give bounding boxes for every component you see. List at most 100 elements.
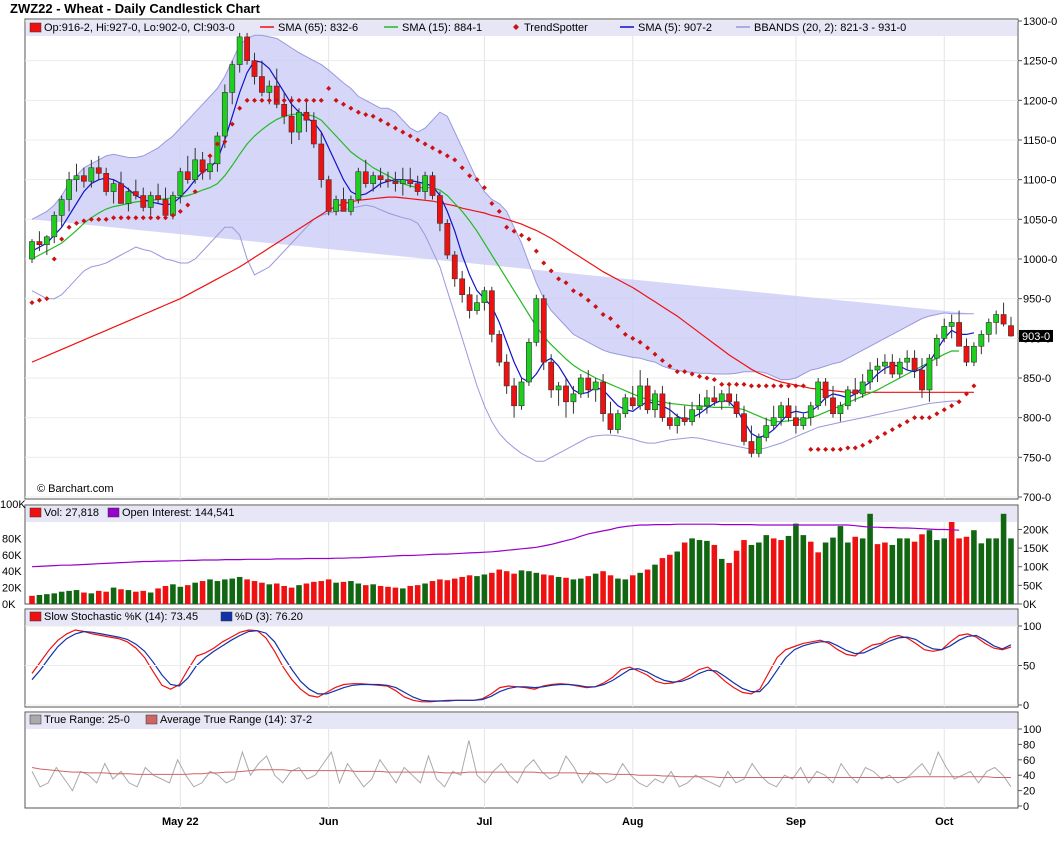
volume-bar (807, 541, 814, 604)
volume-bar (207, 579, 213, 604)
trendspotter-marker (949, 403, 955, 409)
volume-bar (659, 558, 666, 604)
trendspotter-marker (889, 427, 895, 433)
trendspotter-marker (266, 97, 272, 103)
candle-body (644, 385, 651, 411)
candle-body (726, 393, 733, 403)
candle-body (615, 413, 621, 430)
trendspotter-marker (237, 105, 243, 111)
trendspotter-marker (964, 391, 969, 397)
candle-body (459, 278, 466, 296)
trendspotter-marker (133, 215, 139, 221)
candle-body (704, 397, 710, 407)
trendspotter-marker (88, 216, 94, 222)
volume-bar (288, 587, 295, 604)
legend-item-label: BBANDS (20, 2): 821-3 - 931-0 (754, 22, 906, 34)
legend-item-label: SMA (5): 907-2 (638, 22, 712, 34)
trendspotter-marker (252, 97, 257, 103)
volume-bar (44, 594, 50, 604)
candle-body (511, 385, 517, 407)
trendspotter-marker (622, 331, 628, 337)
tr-tick: 60 (1023, 755, 1035, 767)
candle-body (666, 417, 673, 426)
trendspotter-marker (36, 297, 42, 303)
trendspotter-marker (244, 97, 250, 103)
y-tick-label: 1200-0 (1023, 95, 1057, 107)
vol-left-tick: 20K (2, 583, 22, 595)
volume-bar (325, 579, 332, 604)
candle-body (733, 401, 740, 414)
volume-bar (147, 592, 154, 604)
volume-bar (963, 536, 970, 604)
price-panel (29, 32, 1014, 462)
trendspotter-marker (630, 335, 636, 341)
volume-bar (852, 536, 859, 604)
volume-bar (1008, 538, 1014, 604)
trendspotter-marker (74, 220, 79, 226)
volume-bar (229, 578, 236, 604)
candle-body (318, 143, 325, 180)
volume-bar (681, 542, 688, 604)
candle-body (444, 223, 451, 256)
candle-body (429, 175, 436, 196)
trendspotter-marker (177, 208, 183, 214)
vol-legend-bar (26, 506, 1017, 522)
candle-body (533, 298, 540, 343)
trendspotter-marker (541, 260, 547, 266)
tr-tick: 100 (1023, 724, 1041, 736)
candle-body (503, 361, 510, 387)
trendspotter-marker (496, 208, 502, 214)
volume-bar (377, 585, 384, 604)
volume-bar (978, 543, 985, 604)
volume-bar (125, 590, 132, 604)
candle-body (414, 183, 421, 192)
volume-bar (155, 588, 161, 604)
candle-body (844, 389, 851, 407)
candle-body (162, 199, 169, 216)
trendspotter-marker (570, 288, 576, 294)
trendspotter-marker (370, 113, 376, 119)
candle-body (985, 322, 992, 335)
volume-bar (177, 586, 184, 604)
candle-body (488, 290, 495, 335)
volume-bar (800, 535, 807, 604)
volume-bar (882, 542, 888, 604)
trendspotter-marker (489, 200, 495, 206)
trendspotter-marker (111, 215, 117, 221)
volume-bar (896, 538, 903, 604)
volume-bar (81, 592, 87, 604)
volume-bar (926, 530, 933, 604)
trendspotter-marker (659, 358, 665, 364)
trendspotter-marker (526, 236, 532, 242)
volume-bar (570, 579, 577, 604)
volume-bar (451, 578, 458, 604)
trendspotter-marker (355, 109, 361, 115)
red-square-icon (29, 507, 42, 518)
trendspotter-marker (793, 383, 799, 389)
volume-bar (548, 575, 554, 604)
trendspotter-marker (318, 97, 324, 103)
volume-bar (281, 585, 287, 604)
x-tick-label: Jun (319, 816, 339, 828)
candle-body (81, 175, 87, 182)
volume-bar (133, 591, 139, 604)
volume-bar (407, 585, 414, 604)
trendspotter-marker (407, 133, 413, 139)
volume-bar (785, 535, 792, 604)
trendspotter-marker (481, 185, 487, 191)
y-tick-label: 1250-0 (1023, 56, 1057, 68)
trendspotter-marker (956, 399, 962, 405)
trendspotter-marker (51, 256, 57, 262)
trendspotter-marker (259, 97, 265, 103)
candle-body (815, 381, 822, 407)
candle-body (251, 60, 258, 77)
candle-body (926, 357, 933, 391)
candle-body (259, 76, 265, 93)
trendspotter-marker (741, 381, 747, 387)
bbands-lower-line (31, 204, 960, 462)
volume-panel: 0K 20K 40K 60K 80K 0K 50K 100K 150K 200K 100K (0, 499, 1049, 611)
trendspotter-marker (185, 202, 191, 208)
trendspotter-marker (748, 383, 754, 389)
tr-tick: 80 (1023, 739, 1035, 751)
